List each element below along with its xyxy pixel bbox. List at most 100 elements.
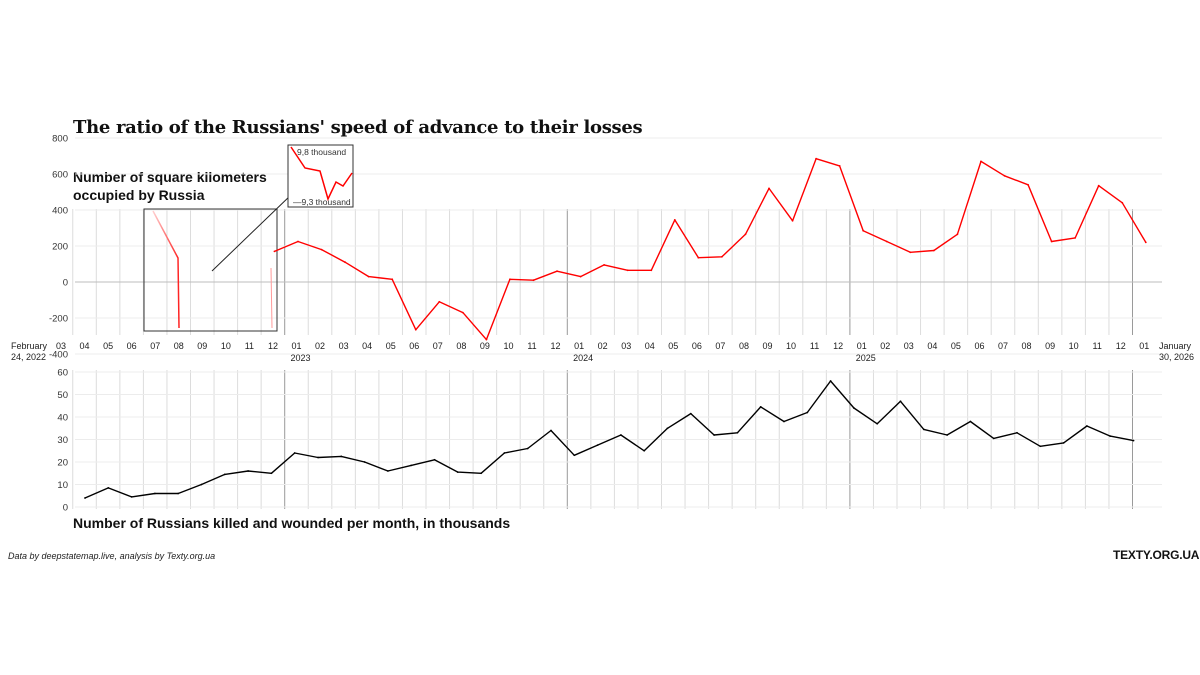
territory-point bbox=[862, 229, 865, 232]
texty-logo: TEXTY.ORG.UA bbox=[1113, 548, 1200, 562]
losses-point bbox=[293, 452, 296, 454]
top-y-tick-label: -400 bbox=[49, 350, 68, 361]
losses-point bbox=[736, 431, 739, 434]
losses-point bbox=[992, 437, 995, 440]
inset-connector bbox=[211, 193, 293, 272]
x-end-label-line2: 30, 2026 bbox=[1159, 352, 1194, 362]
x-tick-label: 07 bbox=[998, 341, 1008, 351]
losses-series-line bbox=[84, 380, 1134, 499]
losses-point bbox=[317, 456, 319, 459]
x-tick-label: 07 bbox=[715, 341, 725, 351]
x-tick-label: 03 bbox=[339, 341, 349, 351]
x-tick-label: 07 bbox=[433, 341, 443, 351]
x-tick-label: 04 bbox=[362, 341, 372, 351]
zoom-label-high: 9,8 thousand bbox=[297, 147, 346, 157]
x-tick-label: 12 bbox=[833, 341, 843, 351]
territory-point bbox=[367, 275, 370, 278]
territory-point bbox=[579, 275, 582, 278]
x-tick-label: 10 bbox=[1069, 341, 1079, 351]
territory-point bbox=[273, 250, 276, 253]
x-tick-label: 10 bbox=[786, 341, 796, 351]
x-tick-label: 02 bbox=[880, 341, 890, 351]
losses-point bbox=[1039, 445, 1042, 448]
x-tick-label: 09 bbox=[197, 341, 207, 351]
x-tick-label: 11 bbox=[810, 341, 819, 351]
x-tick-label: 04 bbox=[645, 341, 655, 351]
bottom-y-tick-label: 60 bbox=[57, 368, 68, 379]
territory-point bbox=[344, 261, 346, 264]
losses-point bbox=[84, 497, 86, 499]
losses-point bbox=[340, 455, 343, 458]
losses-point bbox=[363, 461, 366, 463]
territory-point bbox=[673, 219, 676, 221]
losses-point bbox=[480, 472, 482, 475]
losses-point bbox=[177, 492, 180, 495]
losses-point bbox=[573, 454, 576, 457]
x-tick-label: 06 bbox=[692, 341, 702, 351]
x-tick-label: 11 bbox=[245, 341, 254, 351]
losses-point bbox=[526, 447, 529, 450]
x-tick-label: 06 bbox=[974, 341, 984, 351]
chart-title: The ratio of the Russians' speed of adva… bbox=[73, 117, 643, 138]
losses-point bbox=[876, 422, 879, 425]
territory-point bbox=[438, 300, 441, 303]
inset-frame bbox=[143, 208, 278, 332]
losses-point bbox=[550, 429, 552, 432]
bottom-y-tick-label: 10 bbox=[57, 480, 68, 491]
losses-point bbox=[1132, 439, 1135, 442]
losses-point bbox=[223, 473, 226, 476]
x-tick-label: 09 bbox=[1045, 341, 1055, 351]
x-tick-label: 08 bbox=[456, 341, 466, 351]
x-tick-label: 06 bbox=[127, 341, 137, 351]
territory-point bbox=[414, 328, 417, 331]
territory-point bbox=[838, 165, 841, 167]
territory-point bbox=[1121, 201, 1124, 204]
losses-point bbox=[456, 471, 459, 474]
x-tick-label: 01 bbox=[857, 341, 867, 351]
territory-subtitle-line2: occupied by Russia bbox=[73, 187, 205, 203]
losses-point bbox=[1109, 435, 1112, 438]
territory-point bbox=[1027, 183, 1029, 186]
x-tick-label: 03 bbox=[56, 341, 66, 351]
territory-point bbox=[1003, 174, 1006, 177]
territory-point bbox=[603, 264, 606, 266]
x-tick-label: 12 bbox=[551, 341, 561, 351]
x-tick-label: 12 bbox=[1116, 341, 1126, 351]
territory-point bbox=[885, 240, 888, 243]
territory-point bbox=[956, 233, 959, 236]
year-label: 2025 bbox=[856, 353, 876, 363]
losses-point bbox=[759, 405, 762, 408]
x-tick-label: 05 bbox=[386, 341, 396, 351]
losses-point bbox=[713, 434, 715, 436]
losses-point bbox=[899, 400, 902, 403]
losses-point bbox=[829, 380, 832, 382]
x-tick-label: 01 bbox=[291, 341, 301, 351]
territory-point bbox=[1074, 237, 1077, 239]
inset-line-2022 bbox=[152, 210, 180, 329]
territory-point bbox=[815, 157, 817, 160]
losses-point bbox=[922, 428, 925, 431]
losses-point bbox=[596, 444, 599, 447]
x-tick-label: 09 bbox=[762, 341, 772, 351]
zoom-callout-line bbox=[290, 146, 353, 202]
losses-subtitle: Number of Russians killed and wounded pe… bbox=[73, 515, 511, 531]
x-tick-label: 08 bbox=[1022, 341, 1032, 351]
x-tick-label: 01 bbox=[1139, 341, 1149, 351]
territory-subtitle-line1: Number of square kilometers bbox=[73, 169, 267, 185]
x-tick-label: 03 bbox=[621, 341, 631, 351]
bottom-y-tick-label: 0 bbox=[63, 503, 68, 514]
territory-series-line bbox=[274, 158, 1147, 341]
territory-point bbox=[909, 251, 912, 254]
x-tick-label: 04 bbox=[927, 341, 937, 351]
territory-point bbox=[532, 279, 535, 282]
zoom-callout-frame bbox=[287, 144, 354, 208]
territory-point bbox=[721, 255, 723, 258]
x-tick-label: 05 bbox=[951, 341, 961, 351]
x-tick-label: 10 bbox=[503, 341, 513, 351]
losses-point bbox=[387, 470, 389, 472]
losses-point bbox=[130, 495, 133, 498]
territory-point bbox=[297, 240, 299, 243]
territory-point bbox=[980, 160, 982, 163]
inset-drop-line bbox=[270, 267, 273, 329]
territory-point bbox=[509, 278, 511, 281]
